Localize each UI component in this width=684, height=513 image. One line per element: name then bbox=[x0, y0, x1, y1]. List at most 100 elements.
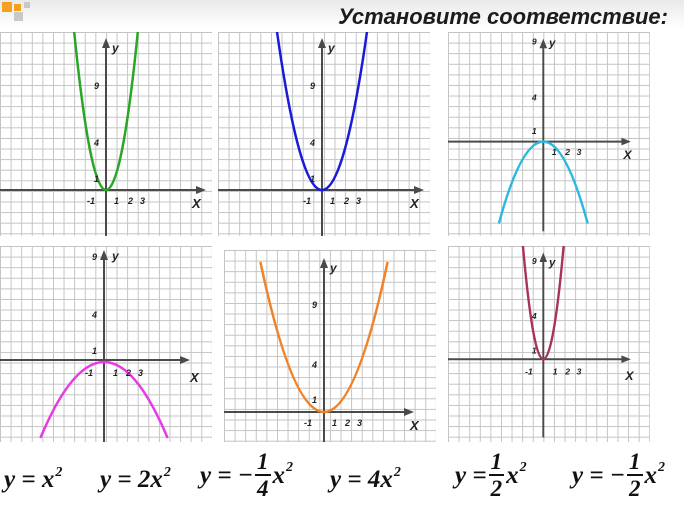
tick-y-4: 4 bbox=[309, 138, 315, 148]
tick-y-4: 4 bbox=[91, 310, 97, 320]
tick-x-1: 1 bbox=[552, 147, 557, 157]
x-axis-arrow-icon bbox=[621, 137, 631, 146]
tick-x-1: 1 bbox=[553, 366, 558, 376]
tick-x-2: 2 bbox=[343, 196, 349, 206]
tick-x--1: -1 bbox=[525, 366, 533, 376]
tick-y-1: 1 bbox=[92, 346, 97, 356]
formula-4[interactable]: y = 4x2 bbox=[330, 465, 401, 494]
tick-y-4: 4 bbox=[311, 360, 317, 370]
tick-y-1: 1 bbox=[312, 395, 317, 405]
formula-2-var: x bbox=[150, 466, 163, 493]
tick-x-3: 3 bbox=[138, 368, 143, 378]
formula-4-lhs: y = bbox=[330, 466, 368, 493]
parabola-magenta bbox=[39, 361, 169, 439]
tick-x-3: 3 bbox=[357, 418, 362, 428]
formula-1-var: x bbox=[41, 466, 55, 493]
x-axis-arrow-icon bbox=[404, 408, 414, 416]
y-axis-label: y bbox=[111, 41, 120, 55]
y-axis-arrow-icon bbox=[318, 38, 326, 48]
tick-x-2: 2 bbox=[127, 196, 133, 206]
tick-x--1: -1 bbox=[303, 196, 311, 206]
tick-y-1: 1 bbox=[310, 174, 315, 184]
parabola-blue bbox=[275, 32, 369, 192]
tick-x-3: 3 bbox=[577, 366, 582, 376]
formula-2-exp: 2 bbox=[163, 465, 171, 480]
tick-y-9: 9 bbox=[310, 81, 315, 91]
tick-y-4: 4 bbox=[531, 93, 537, 103]
graph-magenta: -1 1 2 3 9 4 1 X y bbox=[0, 249, 200, 442]
formula-3-num: 1 bbox=[255, 449, 271, 476]
formula-6-lhs: y = − bbox=[572, 462, 625, 489]
formula-3-lhs: y = − bbox=[200, 462, 253, 489]
tick-y-1: 1 bbox=[532, 346, 537, 356]
formula-1-exp: 2 bbox=[55, 465, 63, 480]
formula-6-exp: 2 bbox=[658, 459, 665, 475]
formula-5-var: x bbox=[506, 462, 519, 489]
x-axis-arrow-icon bbox=[196, 186, 206, 194]
page-title: Установите соответствие: bbox=[338, 4, 668, 29]
tick-x-1: 1 bbox=[113, 368, 118, 378]
y-axis-label: y bbox=[111, 249, 120, 263]
tick-x--1: -1 bbox=[85, 368, 93, 378]
graph-panel-maroon[interactable]: -1 1 2 3 9 4 1 X y bbox=[448, 246, 650, 442]
graph-panel-green[interactable]: -1 1 2 3 4 9 1 X y bbox=[0, 32, 212, 236]
parabola-orange bbox=[259, 261, 389, 414]
x-axis-label: X bbox=[409, 418, 420, 433]
tick-x-1: 1 bbox=[332, 418, 337, 428]
tick-x--1: -1 bbox=[304, 418, 312, 428]
logo-squares bbox=[0, 0, 34, 22]
tick-y-4: 4 bbox=[531, 311, 537, 321]
graph-panel-cyan[interactable]: 1 2 3 9 4 1 X y bbox=[448, 32, 650, 236]
formula-6-den: 2 bbox=[629, 476, 641, 501]
formula-5-num: 1 bbox=[488, 449, 505, 476]
tick-x-3: 3 bbox=[140, 196, 145, 206]
formula-6[interactable]: y = −1 2 x2 bbox=[572, 450, 665, 502]
tick-x-3: 3 bbox=[577, 147, 582, 157]
formula-6-var: x bbox=[644, 462, 658, 489]
tick-y-9: 9 bbox=[94, 81, 99, 91]
parabola-green bbox=[72, 32, 140, 192]
tick-x-3: 3 bbox=[356, 196, 361, 206]
graph-blue: -1 1 2 3 4 9 1 X y bbox=[218, 32, 424, 236]
x-axis-label: X bbox=[189, 370, 200, 385]
formula-5-exp: 2 bbox=[519, 459, 527, 475]
parabola-maroon bbox=[521, 246, 565, 361]
tick-y-9: 9 bbox=[532, 36, 537, 46]
formula-4-exp: 2 bbox=[393, 465, 401, 480]
y-axis-arrow-icon bbox=[539, 38, 548, 49]
formula-3[interactable]: y = −1 4 x2 bbox=[200, 450, 293, 502]
graph-orange: -1 1 2 3 9 4 1 X y bbox=[224, 258, 420, 442]
formula-2[interactable]: y = 2x2 bbox=[100, 465, 171, 494]
formula-5[interactable]: y = 1 2 x2 bbox=[455, 450, 527, 502]
tick-y-1: 1 bbox=[94, 174, 99, 184]
tick-y-1: 1 bbox=[532, 126, 537, 136]
y-axis-label: y bbox=[329, 261, 338, 275]
tick-y-9: 9 bbox=[92, 252, 97, 262]
parabola-cyan bbox=[497, 140, 589, 224]
x-axis-label: X bbox=[191, 196, 202, 211]
formula-4-var: x bbox=[380, 466, 393, 493]
y-axis-arrow-icon bbox=[320, 258, 328, 268]
logo-square-gray-small bbox=[24, 2, 30, 8]
graph-panel-magenta[interactable]: -1 1 2 3 9 4 1 X y bbox=[0, 246, 212, 442]
tick-x-1: 1 bbox=[330, 196, 335, 206]
formula-1[interactable]: y = x2 bbox=[4, 465, 63, 494]
graph-maroon: -1 1 2 3 9 4 1 X y bbox=[448, 246, 634, 438]
x-axis-arrow-icon bbox=[180, 356, 190, 364]
graph-panel-orange[interactable]: -1 1 2 3 9 4 1 X y bbox=[224, 250, 436, 442]
logo-square-orange-small bbox=[14, 4, 21, 11]
tick-x-2: 2 bbox=[564, 147, 570, 157]
formula-1-lhs: y = bbox=[4, 466, 42, 493]
tick-y-9: 9 bbox=[532, 256, 537, 266]
y-axis-label: y bbox=[548, 257, 556, 269]
tick-x-2: 2 bbox=[125, 368, 131, 378]
graph-green: -1 1 2 3 4 9 1 X y bbox=[0, 32, 206, 236]
tick-x-2: 2 bbox=[564, 366, 570, 376]
formula-5-lhs: y = bbox=[455, 462, 487, 489]
formula-5-den: 2 bbox=[490, 476, 503, 501]
graph-panel-blue[interactable]: -1 1 2 3 4 9 1 X y bbox=[218, 32, 430, 236]
